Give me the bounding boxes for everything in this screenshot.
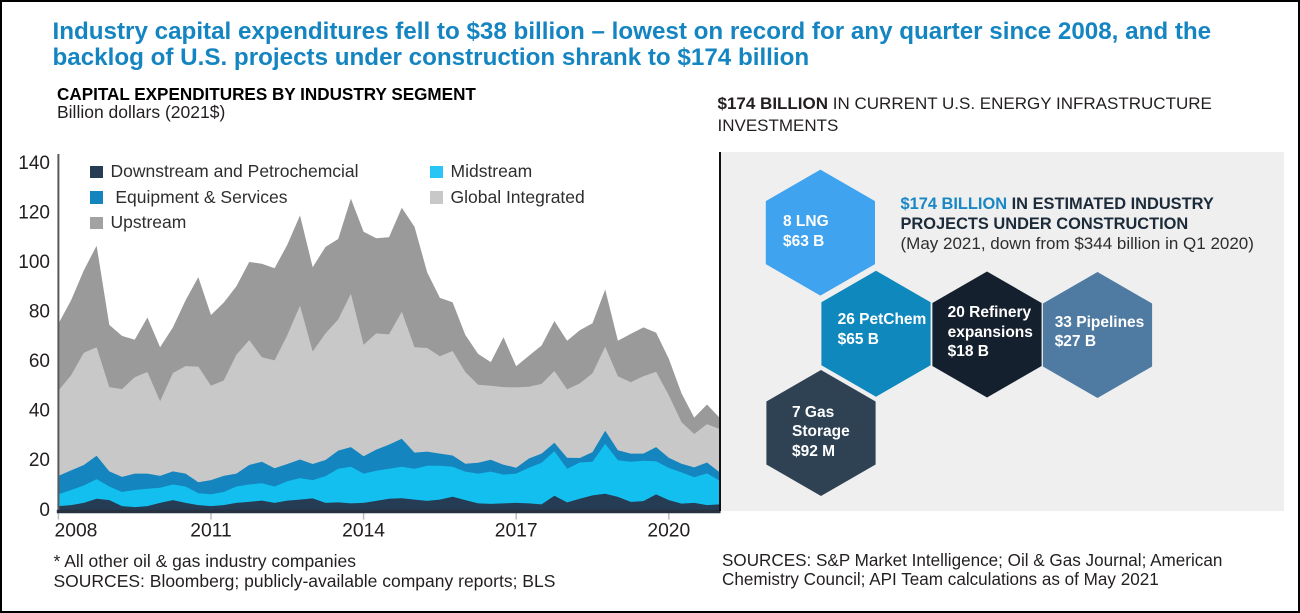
svg-text:0: 0 (39, 500, 50, 521)
svg-text:2014: 2014 (342, 521, 385, 542)
svg-text:20: 20 (29, 450, 50, 471)
svg-text:120: 120 (18, 202, 50, 223)
svg-text:100: 100 (18, 252, 50, 273)
svg-text:60: 60 (29, 351, 50, 372)
svg-text:2008: 2008 (55, 521, 98, 542)
svg-text:2020: 2020 (647, 521, 690, 542)
svg-text:2017: 2017 (495, 521, 538, 542)
svg-text:2011: 2011 (190, 521, 231, 542)
svg-text:140: 140 (18, 153, 50, 174)
svg-text:40: 40 (29, 401, 50, 422)
svg-text:80: 80 (29, 302, 50, 323)
